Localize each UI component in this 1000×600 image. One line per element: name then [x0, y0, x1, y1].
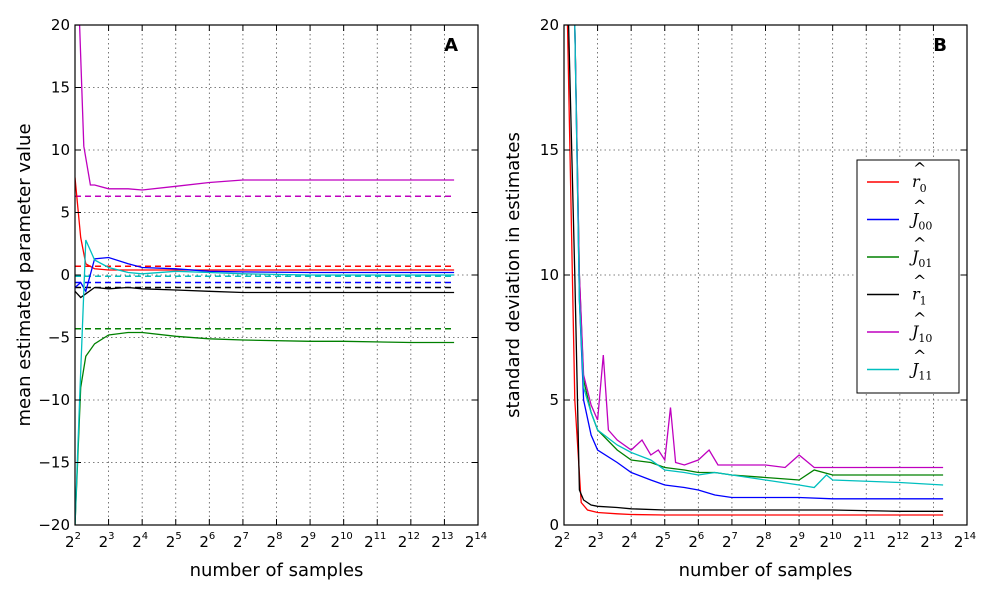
legend-label-r1: r1	[912, 285, 927, 308]
x-tick-label: 25	[166, 531, 182, 551]
series-lines	[566, 25, 944, 516]
x-tick-label: 23	[588, 531, 604, 551]
y-tick-label: 0	[60, 266, 70, 284]
true-value-lines	[75, 195, 455, 330]
x-tick-label: 27	[722, 531, 738, 551]
y-tick-label: 5	[549, 391, 559, 409]
x-tick-label: 29	[300, 531, 316, 551]
legend-label-j00: J00	[909, 210, 932, 233]
y-tick-label: 15	[51, 79, 70, 97]
x-axis-label: number of samples	[679, 560, 853, 581]
y-tick-label: 10	[51, 141, 70, 159]
x-tick-label: 24	[132, 531, 148, 551]
x-tick-label: 28	[756, 531, 772, 551]
x-axis: 22 23 24 25 26 27 28 29 210 211 212 213 214	[65, 25, 487, 551]
series-line-r1	[567, 25, 944, 512]
series-line-j01	[75, 331, 455, 525]
legend-hat: ^	[913, 197, 926, 216]
y-tick-label: 20	[540, 16, 559, 34]
legend-hat: ^	[913, 159, 926, 178]
x-tick-label: 26	[688, 531, 704, 551]
series-lines	[75, 25, 455, 525]
x-tick-label: 211	[853, 531, 875, 551]
series-line-r1	[75, 286, 455, 299]
x-tick-label: 29	[789, 531, 805, 551]
x-tick-label: 214	[465, 531, 487, 551]
x-tick-label: 24	[621, 531, 637, 551]
x-axis: 22 23 24 25 26 27 28 29 210 211 212 213 214	[554, 25, 976, 551]
legend-label-r0: r0	[912, 172, 927, 195]
y-tick-label: −20	[38, 516, 70, 534]
panel-label: A	[444, 35, 458, 56]
series-line-j11	[75, 239, 455, 525]
x-tick-label: 25	[655, 531, 671, 551]
y-axis-label: standard deviation in estimates	[503, 132, 524, 418]
y-tick-label: 15	[540, 141, 559, 159]
y-axis: 0 5 10 15 20	[540, 16, 967, 534]
x-tick-label: 214	[954, 531, 976, 551]
panel-b-plot: 22 23 24 25 26 27 28 29 210 211 212 213 214 0 5 10 15 20 n…	[503, 16, 976, 581]
x-tick-label: 212	[887, 531, 909, 551]
y-tick-label: 5	[60, 204, 70, 222]
legend-label-j01: J01	[909, 247, 932, 270]
panel-label: B	[933, 35, 947, 56]
x-tick-label: 26	[199, 531, 215, 551]
x-tick-label: 211	[364, 531, 386, 551]
series-line-j10	[75, 25, 455, 191]
x-tick-label: 212	[398, 531, 420, 551]
legend-box	[856, 159, 960, 394]
x-tick-label: 22	[65, 531, 81, 551]
legend-hat: ^	[913, 234, 926, 253]
y-tick-label: 10	[540, 266, 559, 284]
x-tick-label: 22	[554, 531, 570, 551]
panel-a-plot: 22 23 24 25 26 27 28 29 210 211 212 213 214 −20 −15 −10…	[14, 16, 487, 581]
legend-hat: ^	[913, 347, 926, 366]
series-line-r0	[75, 177, 455, 271]
series-line-j00	[75, 256, 455, 293]
y-tick-label: −15	[38, 454, 70, 472]
y-tick-label: −10	[38, 391, 70, 409]
x-tick-label: 210	[820, 531, 842, 551]
y-tick-label: −5	[48, 329, 70, 347]
legend-hat: ^	[913, 309, 926, 328]
series-line-r0	[566, 25, 944, 516]
x-tick-label: 213	[920, 531, 942, 551]
y-axis-label: mean estimated parameter value	[14, 123, 35, 426]
y-axis: −20 −15 −10 −5 0 5 10 15 20	[38, 16, 478, 534]
series-line-j11	[574, 25, 944, 489]
series-line-j00	[574, 25, 944, 500]
legend: r0^J00^J01^r1^J10^J11^	[856, 159, 960, 394]
legend-label-j10: J10	[909, 322, 932, 345]
x-tick-label: 27	[233, 531, 249, 551]
legend-label-j11: J11	[909, 360, 932, 383]
y-tick-label: 0	[549, 516, 559, 534]
x-tick-label: 210	[331, 531, 353, 551]
x-tick-label: 23	[99, 531, 115, 551]
x-tick-label: 28	[267, 531, 283, 551]
legend-hat: ^	[913, 272, 926, 291]
x-axis-label: number of samples	[190, 560, 364, 581]
x-tick-label: 213	[431, 531, 453, 551]
y-tick-label: 20	[51, 16, 70, 34]
series-line-j10	[574, 25, 944, 469]
